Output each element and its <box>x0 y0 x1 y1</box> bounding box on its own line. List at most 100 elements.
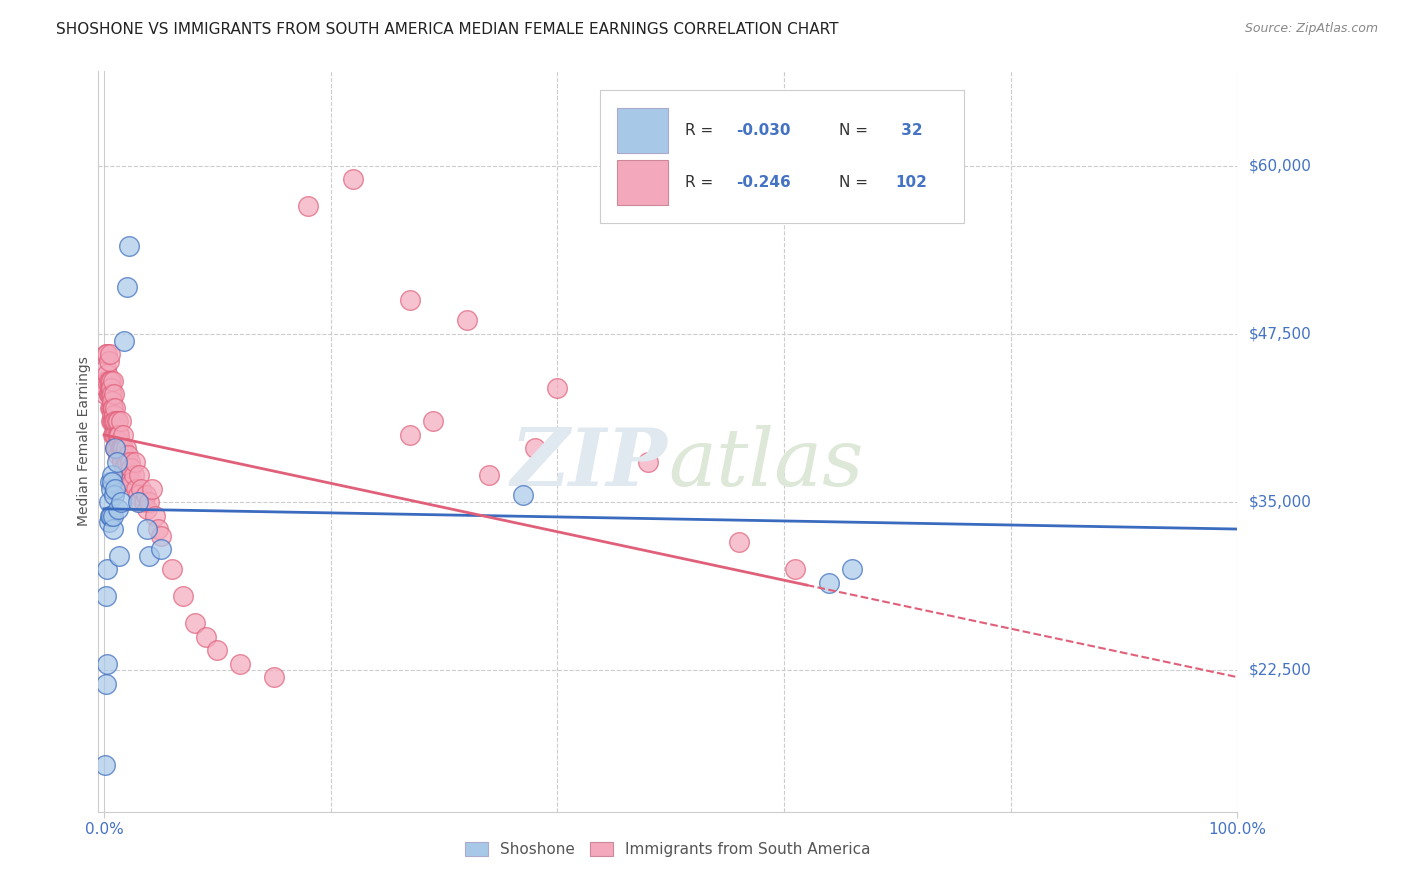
Point <box>136 522 159 536</box>
Point <box>97 495 120 509</box>
Point <box>118 468 141 483</box>
Point <box>98 381 121 395</box>
Point <box>96 374 118 388</box>
Point <box>785 562 807 576</box>
Point <box>101 394 124 409</box>
Point <box>263 670 285 684</box>
Legend: Shoshone, Immigrants from South America: Shoshone, Immigrants from South America <box>458 836 877 863</box>
Point <box>131 482 153 496</box>
Point <box>207 643 229 657</box>
Point <box>104 427 127 442</box>
Point <box>114 334 136 348</box>
Point <box>148 522 170 536</box>
Point <box>101 427 124 442</box>
Text: -0.246: -0.246 <box>737 175 792 190</box>
Text: SHOSHONE VS IMMIGRANTS FROM SOUTH AMERICA MEDIAN FEMALE EARNINGS CORRELATION CHA: SHOSHONE VS IMMIGRANTS FROM SOUTH AMERIC… <box>56 22 839 37</box>
Point <box>108 442 131 456</box>
Text: R =: R = <box>685 175 718 190</box>
FancyBboxPatch shape <box>617 161 668 204</box>
Point <box>97 516 120 530</box>
Point <box>135 488 157 502</box>
Point <box>100 374 122 388</box>
Point <box>136 501 159 516</box>
Point <box>98 347 121 361</box>
Point <box>111 442 134 456</box>
Point <box>120 455 142 469</box>
Point <box>103 387 125 401</box>
Text: R =: R = <box>685 123 718 138</box>
Point <box>112 442 135 456</box>
Point <box>128 468 150 483</box>
Point <box>107 427 129 442</box>
Point <box>100 387 122 401</box>
Point <box>103 427 125 442</box>
Point <box>100 401 122 415</box>
Point <box>110 442 132 456</box>
Point <box>184 616 207 631</box>
Point <box>96 590 118 604</box>
Point <box>94 387 117 401</box>
Point <box>120 461 142 475</box>
Point <box>103 408 125 422</box>
Point <box>98 374 121 388</box>
Point <box>104 442 127 456</box>
Point <box>114 461 136 475</box>
Point <box>97 387 120 401</box>
Point <box>422 414 444 428</box>
Point <box>101 387 124 401</box>
Point <box>97 353 120 368</box>
Point <box>160 562 183 576</box>
Point <box>818 575 841 590</box>
Point <box>456 313 478 327</box>
Point <box>110 414 132 428</box>
Point <box>103 414 125 428</box>
Point <box>101 522 124 536</box>
Point <box>100 381 122 395</box>
Point <box>138 549 160 563</box>
Point <box>101 414 124 428</box>
Point <box>107 414 129 428</box>
Point <box>98 401 121 415</box>
Point <box>111 455 134 469</box>
Y-axis label: Median Female Earnings: Median Female Earnings <box>77 357 91 526</box>
Point <box>115 279 138 293</box>
Point <box>114 442 136 456</box>
Point <box>122 468 145 483</box>
Point <box>512 488 534 502</box>
Point <box>96 347 118 361</box>
Point <box>100 508 122 523</box>
Text: Source: ZipAtlas.com: Source: ZipAtlas.com <box>1244 22 1378 36</box>
Point <box>101 401 124 415</box>
Point <box>96 360 118 375</box>
Point <box>101 508 124 523</box>
Point <box>104 401 127 415</box>
Text: $35,000: $35,000 <box>1249 495 1312 509</box>
Point <box>149 542 172 557</box>
Point <box>96 347 118 361</box>
Point <box>108 549 131 563</box>
Point <box>127 488 149 502</box>
Point <box>523 442 546 456</box>
Point <box>115 468 138 483</box>
Point <box>96 381 118 395</box>
Point <box>138 495 160 509</box>
Text: $22,500: $22,500 <box>1249 663 1312 678</box>
Point <box>101 374 124 388</box>
Point <box>105 414 128 428</box>
Text: -0.030: -0.030 <box>737 123 790 138</box>
Point <box>96 657 118 671</box>
Text: $60,000: $60,000 <box>1249 158 1312 173</box>
Point <box>98 475 121 489</box>
Point <box>195 630 218 644</box>
Point <box>112 427 135 442</box>
Point <box>96 368 118 382</box>
Point <box>478 468 501 483</box>
Point <box>101 414 124 428</box>
Text: atlas: atlas <box>668 425 863 502</box>
Point <box>141 482 163 496</box>
Point <box>104 442 127 456</box>
Point <box>101 475 124 489</box>
Point <box>129 495 152 509</box>
Point <box>107 448 129 462</box>
Point <box>118 239 141 253</box>
